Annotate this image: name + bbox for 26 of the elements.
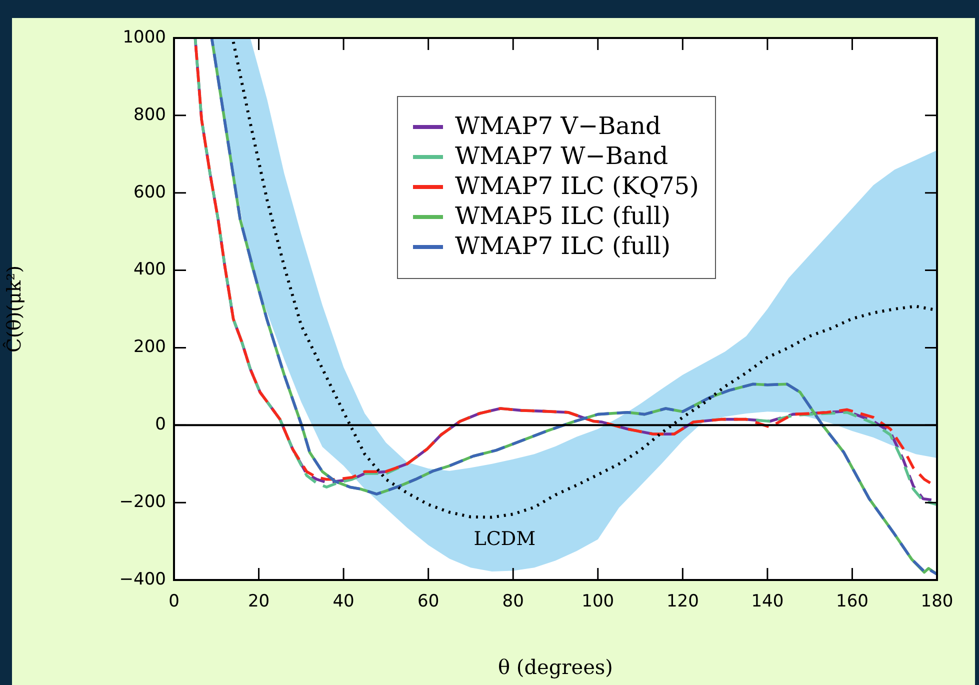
y-tick-label: −200 — [119, 492, 166, 512]
x-tick-label: 80 — [502, 592, 524, 612]
annotation: LCDM — [474, 528, 536, 550]
x-tick-label: 0 — [168, 592, 180, 612]
legend-label: WMAP7 V−Band — [455, 112, 661, 140]
x-tick-label: 100 — [582, 592, 614, 612]
legend-label: WMAP7 ILC (full) — [455, 232, 670, 260]
x-tick-label: 160 — [836, 592, 868, 612]
y-tick-label: 800 — [134, 104, 166, 125]
x-axis-title: θ (degrees) — [498, 655, 613, 680]
y-tick-label: −400 — [119, 569, 166, 590]
x-tick-label: 40 — [332, 592, 354, 612]
legend-label: WMAP7 W−Band — [455, 142, 668, 170]
y-tick-label: 200 — [134, 337, 166, 358]
y-tick-label: 1000 — [122, 27, 166, 48]
y-axis-title: Ĉ(θ)(μk²) — [2, 265, 26, 353]
x-tick-label: 60 — [418, 592, 440, 612]
legend-label: WMAP7 ILC (KQ75) — [455, 172, 699, 200]
y-tick-label: 400 — [134, 260, 166, 280]
x-tick-label: 120 — [666, 592, 699, 612]
legend-label: WMAP5 ILC (full) — [455, 202, 670, 230]
x-tick-label: 180 — [920, 592, 954, 612]
y-tick-label: 0 — [155, 414, 166, 435]
y-tick-label: 600 — [134, 182, 166, 202]
x-tick-label: 140 — [751, 592, 784, 612]
x-tick-label: 20 — [248, 592, 270, 612]
